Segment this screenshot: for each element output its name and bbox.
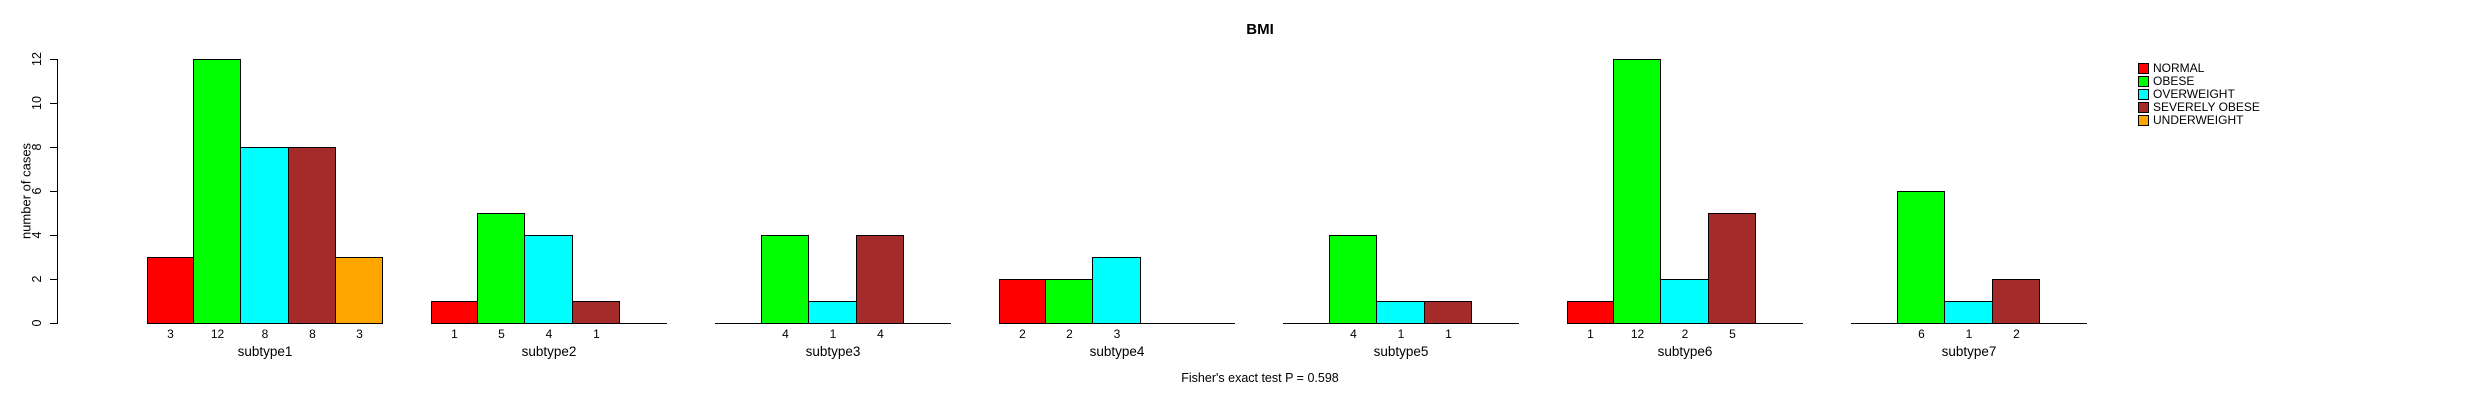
y-axis-line: [57, 59, 58, 324]
legend-swatch: [2138, 102, 2149, 113]
bar-count-label: 1: [593, 327, 600, 341]
panel-label-subtype7: subtype7: [1941, 344, 1997, 359]
bar-subtype2-normal: [431, 301, 478, 324]
panel-subtype5: 4 1 1 subtype5: [1283, 0, 1519, 400]
legend-item-severely-obese: SEVERELY OBESE: [2138, 101, 2260, 114]
legend-item-obese: OBESE: [2138, 75, 2260, 88]
bar-subtype2-overweight: [524, 235, 573, 324]
bar-count-label: 12: [1630, 327, 1645, 341]
y-tick-label: 12: [30, 52, 44, 66]
bar-count-label: 12: [210, 327, 225, 341]
bar-subtype5-severely-obese: [1424, 301, 1472, 324]
fisher-test-note: Fisher's exact test P = 0.598: [1181, 371, 1339, 385]
bar-count-label: 2: [1066, 327, 1073, 341]
bar-count-label: 1: [829, 327, 837, 341]
legend-swatch: [2138, 115, 2149, 126]
bar-count-label: 8: [309, 327, 316, 341]
bar-subtype7-overweight: [1944, 301, 1993, 324]
bar-count-label: 3: [356, 327, 363, 341]
bar-subtype6-overweight: [1660, 279, 1709, 324]
bar-count-label: 1: [1445, 327, 1452, 341]
bar-subtype6-severely-obese: [1708, 213, 1756, 324]
bar-subtype1-obese: [193, 59, 241, 324]
bar-count-label: 2: [2013, 327, 2020, 341]
bar-subtype1-overweight: [240, 147, 289, 324]
bar-count-label: 4: [545, 327, 553, 341]
legend-label: SEVERELY OBESE: [2153, 100, 2260, 114]
bar-subtype1-normal: [147, 257, 194, 324]
bar-subtype7-obese: [1897, 191, 1945, 324]
bar-subtype4-normal: [999, 279, 1046, 324]
bar-subtype2-obese: [477, 213, 525, 324]
panel-subtype1: 3 12 8 8 3 subtype1: [147, 0, 383, 400]
bar-count-label: 8: [261, 327, 269, 341]
bar-count-label: 5: [1729, 327, 1736, 341]
y-tick-mark: [50, 279, 57, 280]
bar-subtype2-severely-obese: [572, 301, 620, 324]
y-axis-label: number of cases: [18, 142, 34, 240]
bar-subtype4-overweight: [1092, 257, 1141, 324]
bar-subtype4-obese: [1045, 279, 1093, 324]
y-tick-label: 2: [30, 275, 44, 283]
bar-count-label: 2: [1019, 327, 1026, 341]
y-tick-mark: [50, 59, 57, 60]
y-tick-mark: [50, 191, 57, 192]
bar-count-label: 3: [167, 327, 174, 341]
bar-subtype1-underweight: [335, 257, 383, 324]
legend-swatch: [2138, 76, 2149, 87]
bar-count-label: 1: [1965, 327, 1973, 341]
bar-subtype6-obese: [1613, 59, 1661, 324]
bar-subtype7-severely-obese: [1992, 279, 2040, 324]
panel-label-subtype6: subtype6: [1657, 344, 1713, 359]
y-tick-label: 10: [30, 96, 44, 110]
bar-count-label: 1: [451, 327, 458, 341]
panel-subtype2: 1 5 4 1 subtype2: [431, 0, 667, 400]
bar-count-label: 4: [1350, 327, 1357, 341]
bar-count-label: 3: [1113, 327, 1121, 341]
legend-swatch: [2138, 63, 2149, 74]
legend: NORMAL OBESE OVERWEIGHT SEVERELY OBESE UNDER…: [2138, 62, 2260, 127]
bar-count-label: 1: [1587, 327, 1594, 341]
panel-label-subtype1: subtype1: [237, 344, 293, 359]
bar-subtype6-normal: [1567, 301, 1614, 324]
bar-count-label: 1: [1397, 327, 1405, 341]
bar-count-label: 4: [877, 327, 884, 341]
bar-subtype3-overweight: [808, 301, 857, 324]
y-tick-mark: [50, 103, 57, 104]
chart-title: BMI: [1246, 21, 1274, 38]
legend-item-underweight: UNDERWEIGHT: [2138, 114, 2260, 127]
panel-label-subtype3: subtype3: [805, 344, 861, 359]
panel-label-subtype4: subtype4: [1089, 344, 1145, 359]
y-tick-mark: [50, 323, 57, 324]
panel-label-subtype2: subtype2: [521, 344, 577, 359]
bar-subtype5-overweight: [1376, 301, 1425, 324]
panel-label-subtype5: subtype5: [1373, 344, 1429, 359]
legend-label: NORMAL: [2153, 61, 2205, 75]
panel-subtype7: 6 1 2 subtype7: [1851, 0, 2087, 400]
legend-label: UNDERWEIGHT: [2153, 113, 2244, 127]
legend-label: OBESE: [2153, 74, 2195, 88]
bar-subtype3-severely-obese: [856, 235, 904, 324]
bar-subtype5-obese: [1329, 235, 1377, 324]
bar-count-label: 4: [782, 327, 789, 341]
y-tick-label: 0: [30, 319, 44, 327]
legend-item-normal: NORMAL: [2138, 62, 2260, 75]
legend-item-overweight: OVERWEIGHT: [2138, 88, 2260, 101]
y-tick-mark: [50, 147, 57, 148]
y-tick-mark: [50, 235, 57, 236]
panel-subtype6: 1 12 2 5 subtype6: [1567, 0, 1803, 400]
bar-count-label: 2: [1681, 327, 1689, 341]
panel-subtype3: 4 1 4 subtype3: [715, 0, 951, 400]
bar-count-label: 5: [498, 327, 505, 341]
panel-subtype4: 2 2 3 subtype4: [999, 0, 1235, 400]
bar-count-label: 6: [1918, 327, 1925, 341]
legend-swatch: [2138, 89, 2149, 100]
legend-label: OVERWEIGHT: [2153, 87, 2235, 101]
bar-subtype3-obese: [761, 235, 809, 324]
bar-subtype1-severely-obese: [288, 147, 336, 324]
